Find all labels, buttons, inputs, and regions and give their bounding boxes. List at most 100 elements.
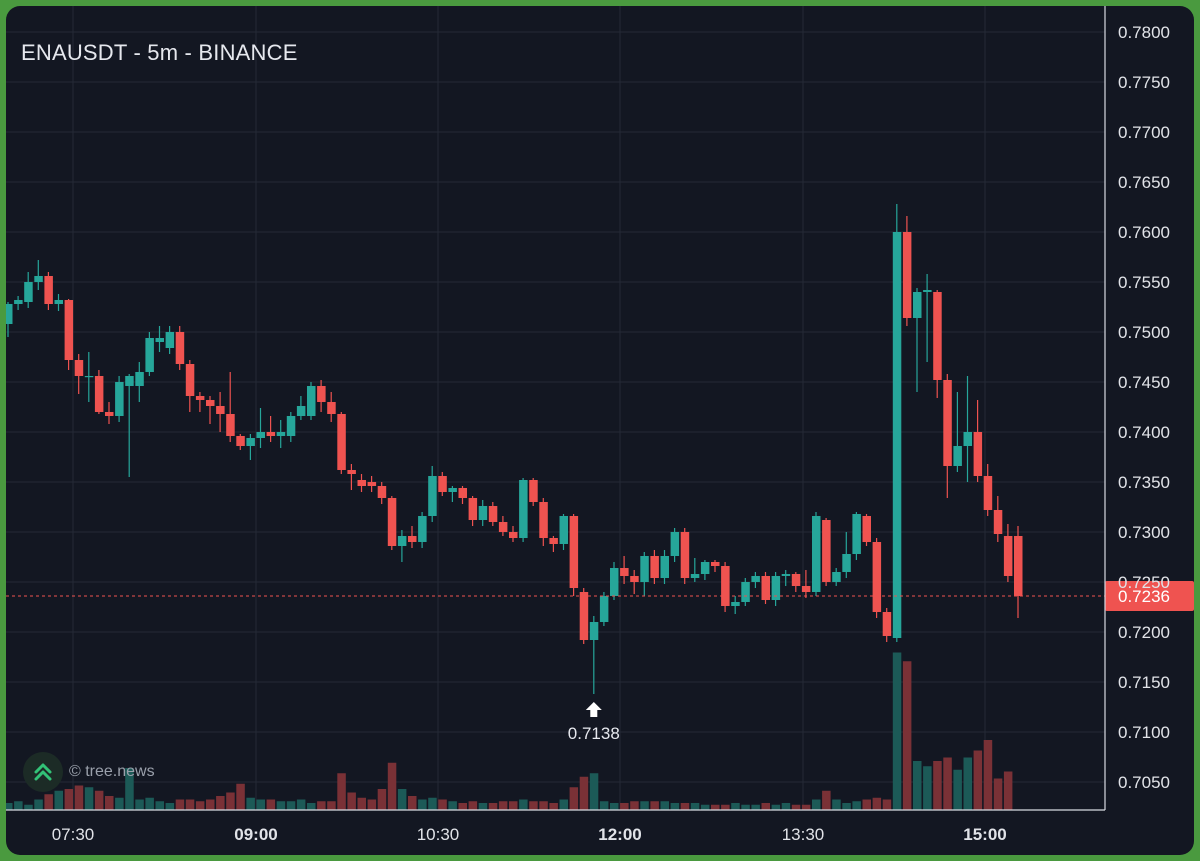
candle — [579, 588, 589, 644]
volume-bar — [84, 787, 94, 810]
volume-bar — [377, 789, 387, 810]
candle — [337, 412, 346, 474]
candle-body — [428, 476, 437, 516]
candle-body — [145, 338, 154, 372]
candle — [650, 550, 659, 584]
candle-body — [539, 502, 548, 538]
volume-bar — [498, 801, 508, 810]
volume-bar — [882, 799, 892, 810]
candle — [418, 512, 427, 548]
candle-body — [206, 400, 215, 406]
candle — [44, 272, 53, 310]
candle-body — [923, 290, 932, 292]
last-price-tag — [1105, 581, 1194, 611]
candle — [408, 526, 417, 548]
volume-bar — [771, 804, 781, 810]
volume-bar — [478, 803, 488, 810]
candle-body — [529, 480, 538, 502]
volume-bar — [892, 652, 902, 810]
candle-body — [418, 516, 427, 542]
candle — [953, 392, 962, 472]
candle-body — [569, 516, 579, 588]
candle — [832, 568, 841, 586]
volume-bar — [387, 762, 397, 810]
candle-body — [630, 576, 639, 582]
candle-body — [731, 602, 740, 606]
candle — [589, 616, 599, 694]
candle — [397, 530, 407, 562]
candle — [882, 608, 892, 642]
candle-body — [983, 476, 993, 510]
volume-bar — [1003, 771, 1013, 810]
candle — [620, 556, 629, 584]
candle — [6, 302, 13, 337]
candle-body — [620, 568, 629, 576]
volume-bar — [690, 803, 700, 810]
candle-body — [448, 488, 457, 492]
candle — [549, 536, 558, 552]
candle-body — [963, 432, 972, 446]
candle-body — [276, 432, 286, 436]
candle-body — [397, 536, 407, 546]
candle-body — [882, 612, 892, 636]
candle — [286, 412, 296, 442]
candle — [195, 392, 205, 412]
volume-bar — [64, 789, 74, 810]
volume-bars — [6, 652, 1013, 810]
volume-bar — [195, 801, 205, 810]
candle — [599, 592, 609, 626]
candle — [983, 464, 993, 516]
chart-panel[interactable]: 0.7236 0.7138 0.7800 0.7750 0.7700 0.7650 0.7… — [6, 6, 1194, 855]
candle — [387, 496, 397, 550]
candle-body — [216, 406, 225, 414]
watermark: © tree.news — [23, 752, 155, 792]
candle-body — [660, 556, 669, 578]
double-chevron-up-icon — [23, 752, 63, 792]
candle — [791, 572, 801, 592]
candle-body — [771, 576, 781, 600]
y-tick-label: 0.7700 — [1118, 123, 1170, 142]
volume-bar — [448, 801, 457, 810]
volume-bar — [842, 803, 851, 810]
candle-body — [700, 562, 710, 574]
volume-bar — [488, 803, 498, 810]
x-tick-label: 09:00 — [234, 825, 277, 844]
volume-bar — [660, 801, 669, 810]
candle — [185, 360, 195, 412]
volume-bar — [822, 790, 831, 810]
candle-body — [195, 396, 205, 400]
candle-body — [1003, 536, 1013, 576]
candle — [1014, 526, 1023, 618]
candle — [145, 332, 154, 376]
volume-bar — [812, 799, 821, 810]
y-tick-label: 0.7450 — [1118, 373, 1170, 392]
volume-bar — [135, 799, 144, 810]
volume-bar — [519, 799, 528, 810]
candle — [307, 382, 316, 420]
candle-body — [498, 522, 508, 532]
volume-bar — [640, 801, 649, 810]
volume-bar — [963, 757, 972, 810]
candle — [488, 502, 498, 526]
volume-bar — [357, 797, 366, 810]
candle — [973, 400, 983, 482]
y-tick-label: 0.7050 — [1118, 773, 1170, 792]
volume-bar — [741, 804, 750, 810]
candle — [731, 596, 740, 614]
candle — [660, 550, 669, 584]
volume-bar — [761, 803, 770, 810]
candle-body — [337, 414, 346, 470]
volume-bar — [418, 799, 427, 810]
candle-body — [296, 406, 306, 416]
candle-body — [256, 432, 265, 438]
candle — [529, 478, 538, 506]
candle — [690, 558, 700, 582]
volume-bar — [650, 801, 659, 810]
volume-bar — [569, 787, 579, 810]
volume-bar — [630, 801, 639, 810]
candle-body — [650, 556, 659, 578]
y-tick-label: 0.7400 — [1118, 423, 1170, 442]
candle-body — [175, 332, 185, 364]
candle — [125, 374, 134, 477]
